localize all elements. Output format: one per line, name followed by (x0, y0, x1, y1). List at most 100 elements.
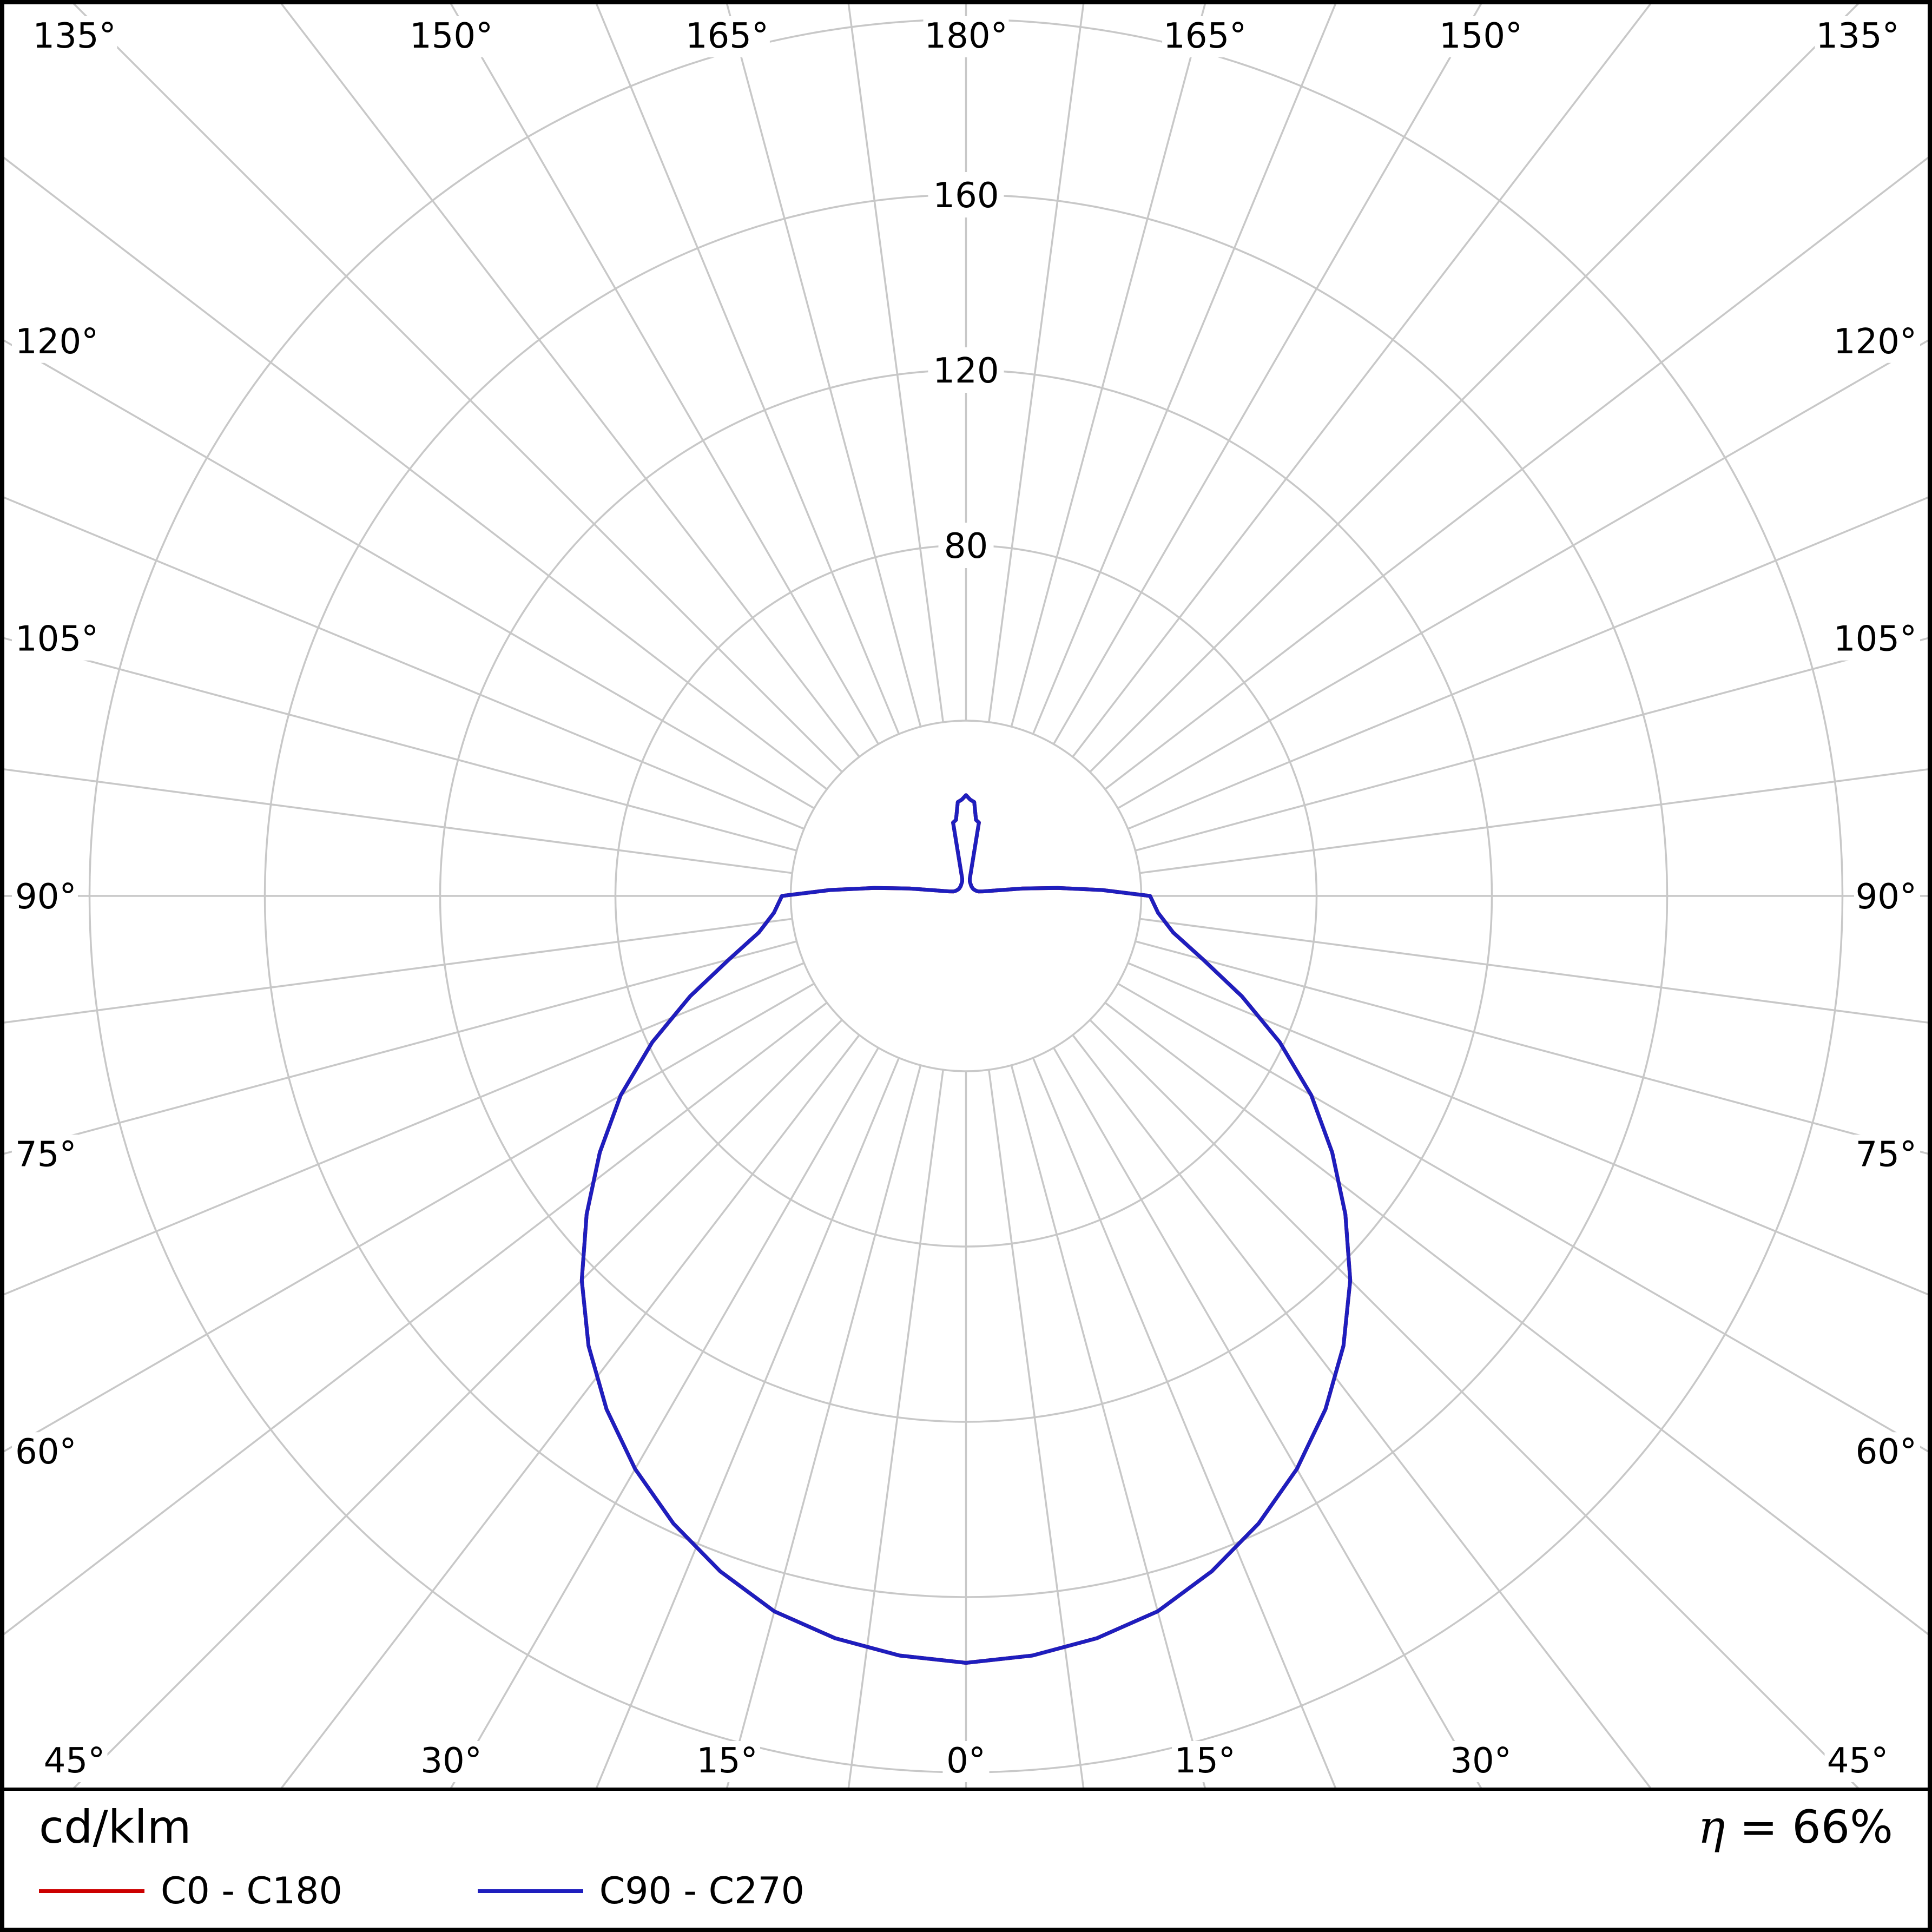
grid-spoke (595, 4, 900, 735)
angle-label: 60° (15, 1432, 76, 1472)
angle-label-bg (31, 16, 117, 57)
angle-label: 15° (696, 1741, 757, 1781)
unit-label: cd/klm (39, 1801, 192, 1854)
angle-label: 75° (1856, 1135, 1917, 1175)
angle-label-bg (1815, 16, 1901, 57)
angle-label: 120° (1834, 322, 1917, 362)
angle-label: 90° (15, 877, 76, 917)
radial-label: 80 (944, 526, 988, 566)
grid-spoke (1072, 4, 1652, 758)
angle-label: 105° (1834, 619, 1917, 660)
grid-spoke (1139, 918, 1928, 1024)
angle-label: 135° (1816, 16, 1899, 56)
legend-label-0: C0 - C180 (161, 1870, 342, 1913)
radial-label-bg (928, 172, 1004, 217)
radial-label: 120 (933, 351, 999, 391)
grid-spoke (726, 1065, 922, 1788)
angle-label-bg (942, 1741, 990, 1782)
grid-spoke (4, 637, 797, 852)
angle-label-bg (1172, 1741, 1238, 1782)
angle-label-bg (418, 1741, 485, 1782)
grid-spoke (4, 156, 828, 790)
grid-spoke (847, 1069, 944, 1788)
angle-label: 135° (32, 16, 116, 56)
grid-spoke (1117, 339, 1928, 809)
grid-spoke (4, 940, 797, 1155)
angle-label: 15° (1174, 1741, 1235, 1781)
grid-spoke (4, 983, 815, 1453)
curve-c90-c270 (579, 793, 1353, 1665)
angle-label: 60° (1856, 1432, 1917, 1472)
grid-spoke (1010, 4, 1206, 727)
grid-spoke (4, 1001, 828, 1636)
angle-label-bg (12, 321, 97, 363)
grid-spoke (450, 4, 880, 745)
angle-label: 30° (420, 1741, 482, 1781)
polar-chart-svg: 80 120 160 0° 15° 15° 30° 30° 45° 45° 60° 60° 75° 75°… (4, 4, 1928, 1788)
angle-label: 45° (1827, 1741, 1888, 1781)
grid-spoke (1104, 1001, 1928, 1636)
radial-label-bg (938, 523, 994, 568)
angle-label-bg (1824, 1741, 1891, 1782)
angle-label-bg (1438, 16, 1524, 57)
angle-label: 30° (1450, 1741, 1511, 1781)
angle-label: 150° (1439, 16, 1522, 56)
legend-item-0: C0 - C180 (39, 1870, 342, 1913)
efficiency-value: = 66% (1725, 1801, 1893, 1854)
grid-spoke (1117, 983, 1928, 1453)
legend-label-1: C90 - C270 (599, 1870, 805, 1913)
angle-label: 75° (15, 1135, 76, 1175)
grid-spoke (726, 4, 922, 727)
angle-label-bg (12, 877, 78, 918)
grid-spoke (1052, 1047, 1482, 1788)
grid-spoke (4, 962, 805, 1296)
grid-spoke (988, 1069, 1085, 1788)
grid-spoke (1032, 1057, 1337, 1788)
eta-symbol: η (1698, 1801, 1725, 1854)
radial-label: 160 (933, 176, 999, 216)
angle-label-bg (1854, 877, 1920, 918)
polar-chart-area: 80 120 160 0° 15° 15° 30° 30° 45° 45° 60° 60° 75° 75°… (4, 4, 1928, 1791)
grid-spoke (1010, 1065, 1206, 1788)
angle-label-bg (684, 16, 770, 57)
grid-spoke (1127, 496, 1928, 830)
grid-spoke (1089, 1019, 1859, 1788)
angle-label: 180° (924, 16, 1007, 56)
legend-item-1: C90 - C270 (477, 1870, 805, 1913)
angle-label-bg (1447, 1741, 1514, 1782)
angle-label-bg (1162, 16, 1248, 57)
grid-spoke (1089, 4, 1859, 773)
chart-footer: cd/klm η = 66% C0 - C180 C90 - C270 (4, 1791, 1928, 1928)
efficiency-label: η = 66% (1698, 1801, 1893, 1854)
radial-label-bg (928, 347, 1004, 393)
grid-spoke (73, 1019, 843, 1788)
angle-label-bg (12, 1135, 78, 1176)
grid-spoke (988, 4, 1085, 723)
angle-label: 45° (44, 1741, 105, 1781)
grid-spoke (73, 4, 843, 773)
grid-spoke (280, 4, 860, 758)
chart-legend: C0 - C180 C90 - C270 (39, 1870, 1893, 1913)
grid-spoke (1127, 962, 1928, 1296)
angle-label-bg (41, 1741, 108, 1782)
grid-spoke (595, 1057, 900, 1788)
angle-label: 90° (1856, 877, 1917, 917)
grid-ring (789, 720, 1143, 1072)
angle-label: 150° (410, 16, 493, 56)
grid-spoke (1135, 940, 1928, 1155)
grid-spoke (847, 4, 944, 723)
grid-spoke (4, 918, 793, 1024)
angle-label: 120° (15, 322, 98, 362)
grid-spoke (4, 496, 805, 830)
angle-label-bg (923, 16, 1009, 57)
angle-label-bg (408, 16, 494, 57)
angle-label: 105° (15, 619, 98, 660)
angle-label-bg (1835, 619, 1920, 661)
angle-label: 0° (946, 1741, 986, 1781)
grid-spoke (280, 1034, 860, 1788)
angle-label: 165° (1163, 16, 1247, 56)
angle-label-bg (1835, 321, 1920, 363)
angle-label-bg (1854, 1135, 1920, 1176)
angle-label-bg (1854, 1432, 1920, 1474)
